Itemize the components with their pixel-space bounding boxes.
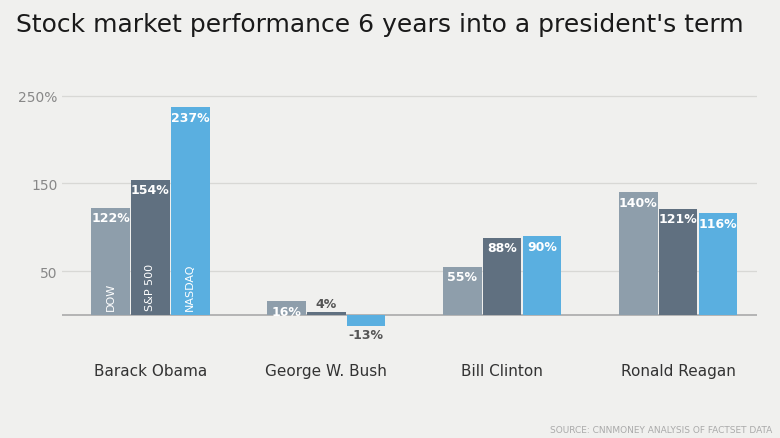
Text: Barack Obama: Barack Obama — [94, 364, 207, 378]
Text: 237%: 237% — [171, 111, 210, 124]
Text: 121%: 121% — [658, 213, 697, 226]
Text: 55%: 55% — [447, 271, 477, 284]
Bar — [483, 238, 522, 315]
Bar — [267, 301, 306, 315]
Text: Bill Clinton: Bill Clinton — [461, 364, 543, 378]
Bar — [658, 209, 697, 315]
Bar — [347, 315, 385, 327]
Text: 88%: 88% — [488, 242, 517, 255]
Bar — [171, 108, 210, 315]
Text: DOW: DOW — [105, 282, 115, 310]
Text: S&P 500: S&P 500 — [145, 263, 155, 310]
Text: 122%: 122% — [91, 212, 129, 225]
Bar — [91, 208, 129, 315]
Bar — [443, 267, 481, 315]
Text: 16%: 16% — [271, 305, 301, 318]
Text: 4%: 4% — [316, 297, 337, 310]
Text: -13%: -13% — [349, 328, 384, 342]
Bar — [523, 237, 562, 315]
Text: 154%: 154% — [131, 184, 170, 197]
Text: SOURCE: CNNMONEY ANALYSIS OF FACTSET DATA: SOURCE: CNNMONEY ANALYSIS OF FACTSET DAT… — [550, 424, 772, 434]
Text: 140%: 140% — [619, 196, 658, 209]
Bar — [131, 180, 170, 315]
Text: George W. Bush: George W. Bush — [265, 364, 387, 378]
Bar — [619, 193, 658, 315]
Text: Stock market performance 6 years into a president's term: Stock market performance 6 years into a … — [16, 13, 743, 37]
Text: 116%: 116% — [699, 217, 737, 230]
Text: Ronald Reagan: Ronald Reagan — [621, 364, 736, 378]
Bar — [307, 312, 346, 315]
Bar — [699, 214, 737, 315]
Text: 90%: 90% — [527, 240, 557, 253]
Text: NASDAQ: NASDAQ — [185, 263, 195, 310]
